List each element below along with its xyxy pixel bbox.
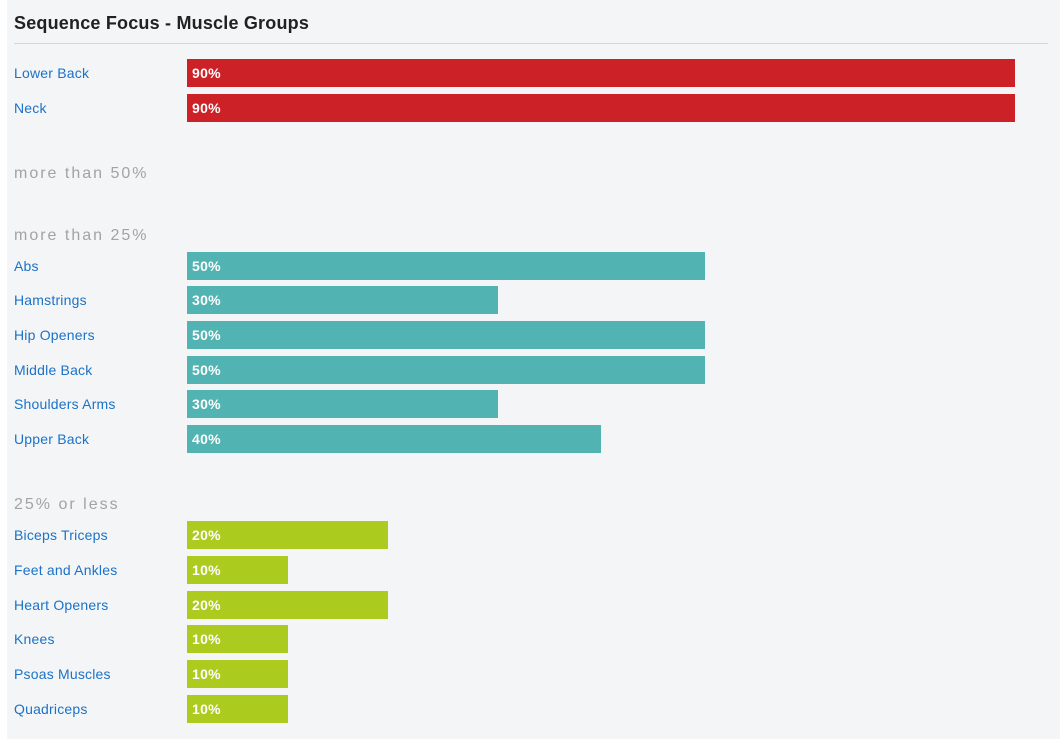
chart-title: Sequence Focus - Muscle Groups (14, 13, 310, 33)
bar-value-label: 30% (192, 396, 221, 413)
bar-value-label: 50% (192, 257, 221, 274)
bar-row: Hamstrings 30% (14, 286, 1060, 315)
bar-value-label: 40% (192, 431, 221, 448)
bar-row: Abs 50% (14, 251, 1060, 280)
bar-row: Psoas Muscles 10% (14, 659, 1060, 688)
chart-card: Sequence Focus - Muscle Groups Lower Bac… (7, 0, 1060, 740)
bar-row: Biceps Triceps 20% (14, 521, 1060, 550)
percentage-bar: 10% (187, 555, 288, 584)
percentage-bar: 50% (187, 251, 705, 280)
bar-row: Feet and Ankles 10% (14, 555, 1060, 584)
muscle-group-label[interactable]: Biceps Triceps (14, 527, 108, 544)
section-header: more than 50% (14, 164, 149, 182)
percentage-bar: 10% (187, 625, 288, 654)
bar-value-label: 50% (192, 327, 221, 344)
bar-row: Heart Openers 20% (14, 590, 1060, 619)
bar-value-label: 10% (192, 561, 221, 578)
muscle-group-label[interactable]: Upper Back (14, 431, 90, 448)
muscle-group-label[interactable]: Hamstrings (14, 292, 87, 309)
muscle-group-label[interactable]: Hip Openers (14, 327, 95, 344)
muscle-group-label[interactable]: Heart Openers (14, 596, 109, 613)
percentage-bar: 50% (187, 321, 705, 350)
muscle-group-label[interactable]: Quadriceps (14, 700, 88, 717)
section-header: 25% or less (14, 496, 120, 514)
muscle-group-label[interactable]: Psoas Muscles (14, 665, 111, 682)
muscle-group-label[interactable]: Neck (14, 99, 47, 116)
bar-value-label: 10% (192, 631, 221, 648)
bar-row: Quadriceps 10% (14, 694, 1060, 723)
percentage-bar: 20% (187, 521, 388, 550)
bar-row: Knees 10% (14, 625, 1060, 654)
bar-row: Middle Back 50% (14, 355, 1060, 384)
title-divider (14, 43, 1048, 44)
muscle-group-label[interactable]: Lower Back (14, 65, 90, 81)
muscle-group-label[interactable]: Shoulders Arms (14, 396, 116, 413)
muscle-group-label[interactable]: Abs (14, 257, 39, 274)
bar-row: Neck 90% (14, 93, 1060, 122)
bar-value-label: 10% (192, 700, 221, 717)
muscle-groups-bar-chart: Lower Back 90% Neck 90% more than 50% more th… (14, 59, 1060, 723)
bar-row: Hip Openers 50% (14, 321, 1060, 350)
muscle-group-label[interactable]: Feet and Ankles (14, 561, 118, 578)
bar-row: Upper Back 40% (14, 425, 1060, 454)
percentage-bar: 40% (187, 425, 601, 454)
bar-row: Shoulders Arms 30% (14, 390, 1060, 419)
muscle-group-label[interactable]: Knees (14, 631, 55, 648)
section-header: more than 25% (14, 226, 149, 244)
bar-value-label: 30% (192, 292, 221, 309)
percentage-bar: 30% (187, 390, 498, 419)
bar-value-label: 20% (192, 596, 221, 613)
percentage-bar: 20% (187, 590, 388, 619)
bar-value-label: 90% (192, 99, 221, 116)
bar-row: Lower Back 90% (14, 59, 1060, 87)
bar-value-label: 90% (192, 65, 221, 81)
percentage-bar: 50% (187, 355, 705, 384)
bar-value-label: 10% (192, 665, 221, 682)
percentage-bar: 90% (187, 93, 1015, 122)
percentage-bar: 90% (187, 59, 1015, 87)
percentage-bar: 10% (187, 659, 288, 688)
bar-value-label: 20% (192, 527, 221, 544)
percentage-bar: 30% (187, 286, 498, 315)
bar-value-label: 50% (192, 361, 221, 378)
muscle-group-label[interactable]: Middle Back (14, 361, 93, 378)
percentage-bar: 10% (187, 694, 288, 723)
